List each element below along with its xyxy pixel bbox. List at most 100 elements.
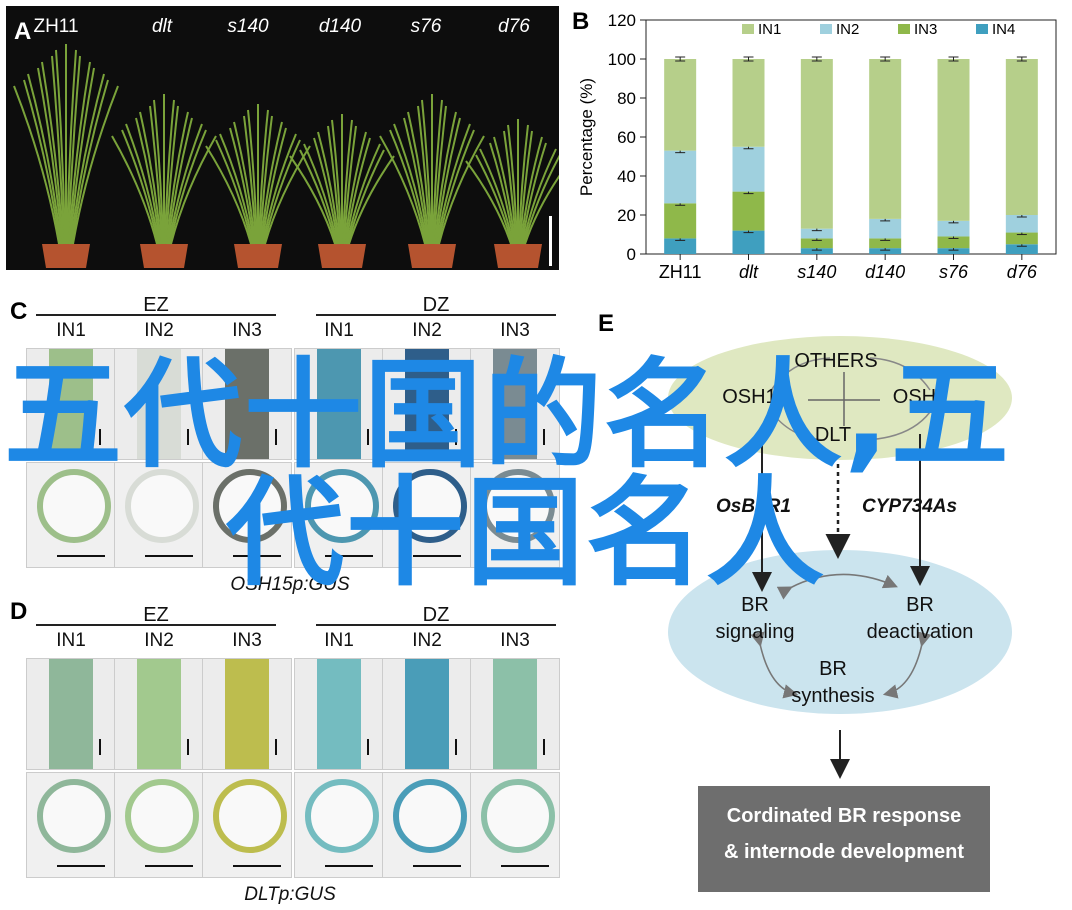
scale-bar <box>233 555 281 557</box>
sublabel: IN2 <box>412 630 442 651</box>
stacked-bar-chart: 0 20 40 60 80 100 120 Percentage (%) ZH11 dlt s140… <box>577 11 1057 282</box>
plant-leaf <box>331 119 342 245</box>
stem-section <box>137 349 181 459</box>
complex-ellipse <box>668 336 1012 460</box>
plant-leaf <box>346 143 381 245</box>
cross-section-ring <box>481 469 555 543</box>
node-br-synthesis: BR synthesis <box>778 656 888 710</box>
plant-leaf <box>521 142 547 245</box>
x-tick-label: dlt <box>739 262 759 282</box>
bar-segment <box>1005 215 1038 233</box>
scale-bar <box>413 865 461 867</box>
plant-leaf <box>167 117 193 245</box>
x-tick-label: ZH11 <box>659 262 702 282</box>
scale-bar <box>325 555 373 557</box>
stem-tile <box>114 658 204 770</box>
plant-leaf <box>27 73 62 245</box>
plant-leaf <box>51 55 65 245</box>
legend-swatch <box>742 24 754 34</box>
bar-segment <box>869 238 902 249</box>
stem-section <box>493 659 537 769</box>
overlay-text-line-1: 五代十国的名人,五 <box>4 346 1011 484</box>
x-tick-label: d76 <box>1007 262 1038 282</box>
plant-leaf <box>205 145 252 245</box>
plant-leaf <box>215 139 253 245</box>
sublabel: IN3 <box>232 630 262 651</box>
plant-leaf <box>417 105 431 245</box>
bar-segment <box>869 248 902 254</box>
plant-leaf <box>345 137 371 245</box>
group-underline <box>316 314 556 316</box>
plant-leaf <box>262 133 297 245</box>
plant-leaf <box>243 115 257 245</box>
stem-section <box>493 349 537 459</box>
sublabel: IN2 <box>412 320 442 341</box>
plant-leaf <box>259 115 273 245</box>
cross-section-tile <box>294 772 384 878</box>
plant-leaf <box>520 136 543 245</box>
scale-bar <box>367 429 369 445</box>
scale-bar <box>501 865 549 867</box>
plant-leaf <box>261 127 287 245</box>
y-tick-label: 100 <box>608 50 636 69</box>
plant-leaf <box>264 145 311 245</box>
bar-segment <box>1005 244 1038 254</box>
node-br-signaling: BR signaling <box>700 592 810 646</box>
plant-leaf <box>125 123 160 245</box>
plant-leaf <box>421 99 432 245</box>
plant-leaf <box>433 105 447 245</box>
scale-bar <box>187 429 189 445</box>
plant-leaf <box>407 111 430 245</box>
bar-segment <box>869 59 902 219</box>
cross-section-tile <box>470 772 560 878</box>
sublabel: IN1 <box>324 630 354 651</box>
bar-segment <box>664 238 697 254</box>
cross-section-ring <box>37 469 111 543</box>
scale-bar <box>501 555 549 557</box>
group-label: EZ <box>143 294 169 316</box>
stem-section <box>317 659 361 769</box>
stem-tile <box>470 348 560 460</box>
plant-pot <box>42 244 90 268</box>
plant-leaf <box>55 49 66 245</box>
legend-label: IN4 <box>992 21 1015 38</box>
plant-leaf <box>13 85 60 245</box>
cross-section-tile <box>114 462 204 568</box>
scale-bar <box>455 429 457 445</box>
bar-segment <box>869 218 902 239</box>
bar-segment <box>937 59 970 221</box>
cross-section-ring <box>37 779 111 853</box>
plant-pot <box>140 244 188 268</box>
result-line: & internode development <box>723 841 965 863</box>
genotype-label: s140 <box>227 16 269 37</box>
plant-leaf <box>465 160 512 245</box>
plant-leaf <box>168 123 203 245</box>
plant-leaf <box>258 109 269 245</box>
plant-leaf <box>317 131 340 245</box>
regulation-diagram <box>668 336 1012 779</box>
plant-leaf <box>343 125 357 245</box>
plant-leaf <box>233 121 256 245</box>
genotype-label: d76 <box>498 16 530 37</box>
cross-section-tile <box>26 462 116 568</box>
plant-leaf <box>67 55 81 245</box>
bar-segment <box>664 203 697 239</box>
plant-leaf <box>507 124 518 245</box>
plant-leaf <box>493 136 516 245</box>
scale-bar <box>57 555 105 557</box>
genotype-label: dlt <box>151 16 173 37</box>
plant-leaf <box>342 119 353 245</box>
bar-segment <box>1005 59 1038 215</box>
bar-segment <box>937 236 970 249</box>
plant-leaf <box>37 67 63 245</box>
plant-leaf <box>299 149 337 245</box>
group-underline <box>36 314 276 316</box>
chart-plot-frame <box>645 19 1057 255</box>
scale-bar <box>99 429 101 445</box>
sublabel: IN1 <box>56 630 86 651</box>
cross-section-tile <box>470 462 560 568</box>
plants-illustration <box>13 44 559 268</box>
node-br-signaling-text: BR signaling <box>715 594 795 643</box>
plant-leaf <box>519 130 533 245</box>
x-tick-label: s76 <box>939 262 969 282</box>
